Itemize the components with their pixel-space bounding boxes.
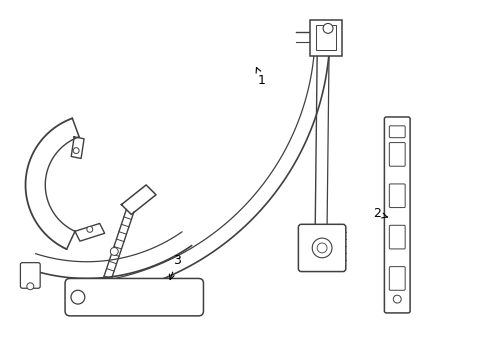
FancyBboxPatch shape (388, 143, 405, 166)
Circle shape (87, 226, 93, 232)
Text: 2: 2 (373, 207, 386, 220)
Circle shape (317, 243, 326, 253)
FancyBboxPatch shape (309, 19, 341, 56)
FancyBboxPatch shape (20, 263, 40, 288)
Circle shape (71, 290, 84, 304)
FancyBboxPatch shape (298, 224, 345, 271)
FancyBboxPatch shape (388, 126, 405, 138)
Circle shape (392, 295, 400, 303)
FancyBboxPatch shape (388, 267, 405, 290)
Text: 1: 1 (256, 67, 265, 86)
Circle shape (73, 148, 79, 154)
Circle shape (110, 248, 118, 255)
Text: 3: 3 (169, 254, 181, 280)
Circle shape (27, 283, 34, 290)
FancyBboxPatch shape (316, 26, 335, 50)
FancyBboxPatch shape (65, 278, 203, 316)
FancyBboxPatch shape (388, 184, 405, 208)
Circle shape (323, 23, 332, 33)
FancyBboxPatch shape (384, 117, 409, 313)
FancyBboxPatch shape (388, 225, 405, 249)
Circle shape (311, 238, 331, 258)
